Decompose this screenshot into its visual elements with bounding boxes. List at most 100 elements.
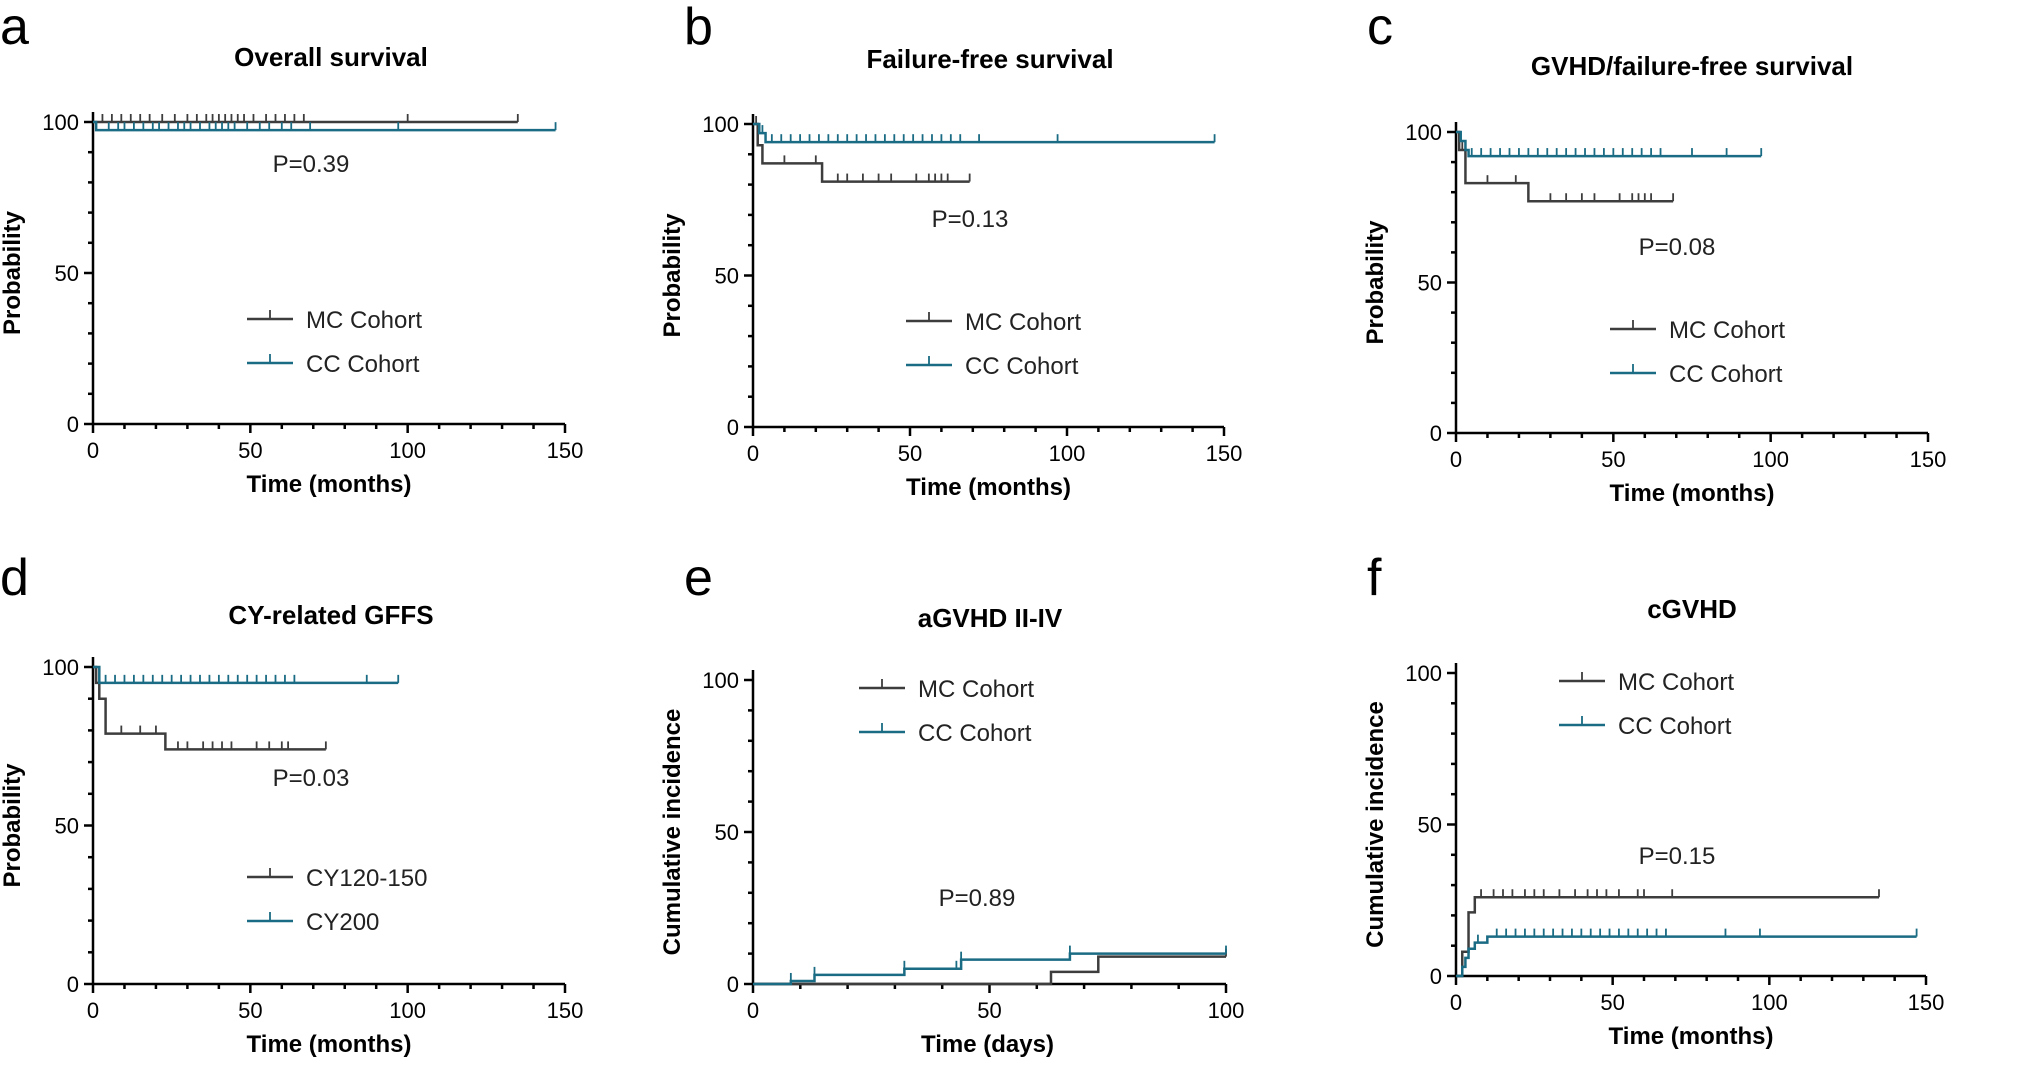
y-tick-label: 100 bbox=[702, 668, 739, 693]
y-tick-label: 100 bbox=[42, 655, 79, 680]
y-tick-label: 100 bbox=[42, 110, 79, 135]
y-tick-label: 0 bbox=[67, 412, 79, 437]
y-tick-label: 50 bbox=[55, 814, 79, 839]
series-line-mc-cohort bbox=[753, 122, 970, 183]
y-tick-label: 50 bbox=[1418, 813, 1442, 838]
y-tick-label: 100 bbox=[1405, 120, 1442, 145]
x-tick-label: 50 bbox=[977, 998, 1001, 1023]
y-tick-label: 0 bbox=[727, 415, 739, 440]
x-axis-label: Time (days) bbox=[921, 1031, 1054, 1058]
x-tick-label: 150 bbox=[547, 998, 584, 1023]
legend-label: CY200 bbox=[306, 909, 379, 936]
legend-label: CC Cohort bbox=[306, 351, 420, 378]
series-line-cc-cohort bbox=[753, 122, 1215, 144]
panel-e: e aGVHD II-IV 0 50 100 0 50 100 Time (days) Cumul… bbox=[659, 549, 1244, 1058]
p-value-label: P=0.08 bbox=[1639, 234, 1716, 261]
legend: MC Cohort CC Cohort bbox=[859, 676, 1034, 747]
y-tick-label: 0 bbox=[1430, 421, 1442, 446]
chart-title: GVHD/failure-free survival bbox=[1531, 51, 1853, 81]
series-line-cy120-150 bbox=[93, 665, 326, 751]
y-axis-label: Probability bbox=[1362, 220, 1389, 345]
series-line-cc-cohort bbox=[1456, 130, 1762, 158]
x-tick-label: 50 bbox=[238, 438, 262, 463]
x-tick-label: 100 bbox=[389, 998, 426, 1023]
series-line-mc-cohort bbox=[753, 955, 1226, 986]
p-value-label: P=0.39 bbox=[273, 151, 350, 178]
panel-letter: e bbox=[684, 549, 713, 607]
chart-title: cGVHD bbox=[1647, 594, 1737, 624]
x-axis-label: Time (months) bbox=[247, 1031, 412, 1058]
y-axis-label: Probability bbox=[0, 763, 26, 888]
legend-label: MC Cohort bbox=[965, 309, 1081, 336]
panel-letter: f bbox=[1367, 549, 1382, 607]
chart-title: Overall survival bbox=[234, 42, 428, 72]
legend-label: CC Cohort bbox=[965, 353, 1079, 380]
y-axis-label: Cumulative incidence bbox=[659, 709, 686, 956]
panel-f: f cGVHD 0 50 100 0 50 100 150 Time (months) Cumula… bbox=[1362, 549, 1944, 1050]
series-line-cc-cohort bbox=[753, 952, 1226, 986]
p-value-label: P=0.15 bbox=[1639, 843, 1716, 870]
p-value-label: P=0.89 bbox=[939, 885, 1016, 912]
x-tick-label: 150 bbox=[1206, 441, 1243, 466]
legend: CY120-150 CY200 bbox=[247, 865, 427, 936]
panel-letter: b bbox=[684, 0, 713, 56]
x-tick-label: 0 bbox=[87, 438, 99, 463]
y-tick-label: 100 bbox=[702, 112, 739, 137]
x-tick-label: 100 bbox=[1208, 998, 1245, 1023]
x-tick-label: 150 bbox=[547, 438, 584, 463]
panel-letter: c bbox=[1367, 0, 1393, 56]
y-tick-label: 100 bbox=[1405, 661, 1442, 686]
panel-b: b Failure-free survival 0 50 100 0 50 100 150 Tim… bbox=[659, 0, 1242, 501]
x-tick-label: 0 bbox=[747, 441, 759, 466]
y-tick-label: 0 bbox=[727, 972, 739, 997]
legend-label: MC Cohort bbox=[1669, 317, 1785, 344]
x-tick-label: 0 bbox=[747, 998, 759, 1023]
x-axis-label: Time (months) bbox=[1609, 1023, 1774, 1050]
y-tick-label: 50 bbox=[55, 261, 79, 286]
x-tick-label: 100 bbox=[389, 438, 426, 463]
x-tick-label: 100 bbox=[1752, 447, 1789, 472]
panel-d: d CY-related GFFS 0 50 100 0 50 100 150 Time (mon… bbox=[0, 549, 583, 1058]
x-tick-label: 150 bbox=[1910, 447, 1947, 472]
legend: MC Cohort CC Cohort bbox=[1559, 669, 1734, 740]
panel-c: c GVHD/failure-free survival 0 50 100 0 50 100 1… bbox=[1362, 0, 1946, 507]
x-tick-label: 150 bbox=[1908, 990, 1945, 1015]
x-axis-label: Time (months) bbox=[247, 471, 412, 498]
legend-label: MC Cohort bbox=[1618, 669, 1734, 696]
y-axis-label: Probability bbox=[0, 210, 26, 335]
x-tick-label: 100 bbox=[1049, 441, 1086, 466]
p-value-label: P=0.03 bbox=[273, 765, 350, 792]
chart-title: Failure-free survival bbox=[866, 44, 1113, 74]
y-axis-label: Cumulative incidence bbox=[1362, 701, 1389, 948]
x-tick-label: 0 bbox=[1450, 990, 1462, 1015]
y-tick-label: 0 bbox=[67, 972, 79, 997]
y-tick-label: 50 bbox=[715, 264, 739, 289]
x-tick-label: 0 bbox=[87, 998, 99, 1023]
panel-letter: d bbox=[0, 549, 29, 607]
chart-title: CY-related GFFS bbox=[228, 600, 433, 630]
legend-label: CY120-150 bbox=[306, 865, 427, 892]
series-line-cc-cohort bbox=[1456, 935, 1917, 978]
p-value-label: P=0.13 bbox=[932, 206, 1009, 233]
series-line-cy200 bbox=[93, 665, 399, 685]
x-tick-label: 0 bbox=[1450, 447, 1462, 472]
series-line-cc-cohort bbox=[93, 120, 556, 132]
panel-letter: a bbox=[0, 0, 29, 56]
legend-label: MC Cohort bbox=[306, 307, 422, 334]
x-tick-label: 100 bbox=[1751, 990, 1788, 1015]
y-axis-label: Probability bbox=[659, 213, 686, 338]
chart-title: aGVHD II-IV bbox=[918, 603, 1063, 633]
legend-label: CC Cohort bbox=[918, 720, 1032, 747]
x-axis-label: Time (months) bbox=[906, 474, 1071, 501]
legend: MC Cohort CC Cohort bbox=[247, 307, 422, 378]
legend-label: MC Cohort bbox=[918, 676, 1034, 703]
legend-label: CC Cohort bbox=[1669, 361, 1783, 388]
x-axis-label: Time (months) bbox=[1610, 480, 1775, 507]
x-tick-label: 50 bbox=[898, 441, 922, 466]
panel-a: a Overall survival 0 50 100 0 50 100 150 Time (mo… bbox=[0, 0, 583, 498]
series-line-mc-cohort bbox=[1456, 130, 1674, 203]
x-tick-label: 50 bbox=[1601, 447, 1625, 472]
legend: MC Cohort CC Cohort bbox=[1610, 317, 1785, 388]
y-tick-label: 0 bbox=[1430, 964, 1442, 989]
